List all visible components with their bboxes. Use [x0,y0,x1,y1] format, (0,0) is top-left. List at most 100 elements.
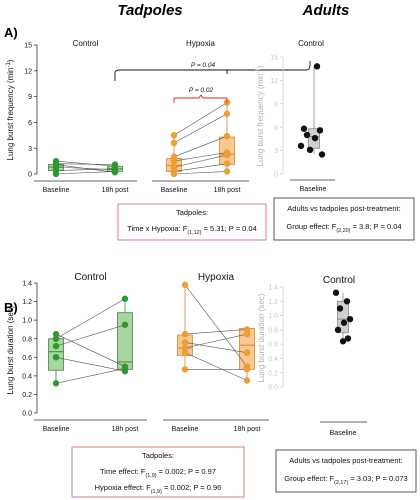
panel-a-stat-box [117,203,267,241]
panel-a-adults-point [300,125,308,132]
panel-a-hypoxia-pair-line [173,102,228,136]
panel-b-control-pair-line [55,324,126,347]
panel-label-b: B) [4,300,18,315]
panel-b-control-point-baseline [52,380,60,387]
panel-b-hypoxia-point-baseline [181,339,189,346]
panel-a-sig-label-groups: P = 0.04 [191,62,216,69]
panel-a-control-point-baseline [52,160,60,167]
panel-a-control-title: Control [73,39,99,48]
panel-b-y-tick-label: 0.8 [22,336,32,343]
panel-a-hypoxia-point-18h [223,160,231,167]
panel-b-adults-y-tick-label: 1.4 [268,285,278,292]
panel-b-y-tick-label: 1.4 [22,281,32,288]
panel-a-adults-y-tick-label: 15 [270,55,278,62]
panel-b-adults-point [344,335,352,342]
panel-b-hypoxia-pair-line [184,342,248,353]
panel-b-adults-point [346,315,354,323]
panel-b-control-title: Control [74,272,106,283]
panel-a-hypoxia-point-18h [223,168,231,175]
panel-a-sig-bracket-groups [114,61,311,81]
panel-b-stat-box-title: Tadpoles: [142,451,174,460]
panel-b-y-tick-label: 0.0 [22,411,32,418]
panel-a-hypoxia-point-baseline [170,157,178,165]
panel-b-control-point-18h [121,321,129,328]
panel-a-adults-ylabel-group: Lung burst frequency (min-1) [256,65,265,166]
panel-a-ylabel-group: Lung burst frequency (min-1) [6,59,15,160]
panel-b-control-point-baseline [52,335,60,342]
panel-a-adults-point [306,146,314,154]
panel-a-y-tick-label: 0 [28,172,32,179]
panel-b-control-point-18h [121,295,129,302]
panel-a-adults-y-tick-label: 12 [270,78,278,85]
panel-a-adults-point [311,134,319,142]
panel-b-adults-y-tick-label: 1.0 [268,313,278,320]
panel-b-hypoxia-pair-line [184,352,248,381]
panel-a-hypoxia-title: Hypoxia [186,39,215,48]
panel-b-hypoxia-point-baseline [181,281,189,289]
panel-a-control-x-label-18h: 18h post [102,187,129,194]
panel-b-stat-box-line-2: Hypoxia effect: F(1,9) = 0.002; P = 0.96 [95,483,222,495]
panel-a-hypoxia-point-baseline [170,132,178,139]
panel-a-control-point-18h [111,161,119,168]
panel-b-hypoxia-point-baseline [181,349,189,356]
panel-b-y-tick-label: 0.6 [22,355,32,362]
panel-b-adults-y-tick-label: 0.6 [268,342,278,349]
panel-b-hypoxia-point-18h [243,330,251,338]
panel-b-y-tick-label: 1.0 [22,318,32,325]
panel-a-adults-y-tick-label: 9 [274,101,278,108]
panel-b-adults-y-tick-label: 0.0 [268,385,278,392]
panel-a-control-point-18h [111,169,119,176]
panel-a-adults-y-tick-label: 0 [274,172,278,179]
panel-a-adults-point [303,131,311,139]
panel-b-hypoxia-point-18h [243,349,251,356]
panel-b-y-tick-label: 1.2 [22,299,32,306]
panel-a-y-tick-label: 6 [28,120,32,127]
panel-b-adults-point [332,289,340,296]
panel-a-adults-point [316,127,324,134]
panel-b-control-point-baseline [52,354,60,361]
panel-b-hypoxia-point-18h [243,366,251,373]
panel-b-control-pair-line [55,368,126,384]
panel-a-y-tick-label: 15 [24,43,32,50]
panel-a-adults-point [297,142,305,150]
panel-a-hypoxia-x-label-baseline: Baseline [161,187,188,194]
panel-a-hypoxia-pair-line [173,152,228,162]
panel-b-adults-ylabel: Lung burst duration (sec) [257,293,266,382]
panel-a-hypoxia-pair-line [173,113,228,144]
panel-b-adults-title: Control [323,275,355,286]
panel-a-hypoxia-x-label-18h: 18h post [214,187,241,194]
panel-b-ylabel-group: Lung burst duration (sec) [6,305,15,394]
panel-b-control-pair-line [55,333,126,367]
panel-b-hypoxia-title: Hypoxia [198,272,235,283]
panel-a-y-tick-label: 12 [24,68,32,75]
panel-a-hypoxia-pair-line [173,154,228,168]
panel-b-hypoxia-point-18h [243,377,251,384]
group-title-adults: Adults [302,2,350,19]
panel-a-adults-y-tick-label: 3 [274,148,278,155]
panel-a-hypoxia-point-18h [223,110,231,118]
panel-b-adults-y-tick-label: 0.8 [268,327,278,334]
panel-b-hypoxia-x-label-18h: 18h post [234,426,261,433]
panel-b-control-point-18h [121,365,129,372]
panel-a-adults-stat-box [273,197,415,241]
panel-b-control-point-baseline [52,342,60,350]
panel-a-control-pair-line [55,160,116,167]
panel-b-hypoxia-pair-line [184,284,248,367]
panel-a-adults-point [318,151,326,158]
panel-b-adults-y-tick-label: 1.2 [268,299,278,306]
panel-a-control-pair-line [55,164,116,173]
panel-a-adults-x-label: Baseline [300,186,327,193]
panel-b-adults-stat-box [275,449,417,493]
panel-b-adults-ylabel-group: Lung burst duration (sec) [257,293,266,382]
panel-a-hypoxia-pair-line [173,135,228,158]
panel-b-adults-point [343,298,351,305]
panel-a-sig-label-hypoxia: P = 0.02 [189,87,214,94]
panel-b-hypoxia-pair-line [184,333,248,349]
panel-b-hypoxia-point-baseline [181,366,189,373]
panel-a-y-tick-label: 9 [28,94,32,101]
panel-b-adults-stat-box-text: Group effect: F(2,17) = 3.03; P = 0.073 [284,474,407,486]
panel-a-hypoxia-point-baseline [170,170,178,178]
panel-b-hypoxia-point-baseline [181,330,189,338]
panel-b-adults-stat-box-title: Adults vs tadpoles post-treatment: [289,456,402,465]
